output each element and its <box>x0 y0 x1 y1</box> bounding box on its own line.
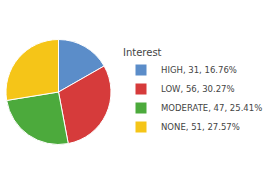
svg-text:MODERATE, 47, 25.41%: MODERATE, 47, 25.41% <box>161 103 262 113</box>
svg-text:HIGH, 31, 16.76%: HIGH, 31, 16.76% <box>161 65 237 75</box>
svg-text:LOW, 56, 30.27%: LOW, 56, 30.27% <box>161 84 235 94</box>
svg-text:NONE, 51, 27.57%: NONE, 51, 27.57% <box>161 122 240 132</box>
svg-text:Interest: Interest <box>123 47 162 58</box>
